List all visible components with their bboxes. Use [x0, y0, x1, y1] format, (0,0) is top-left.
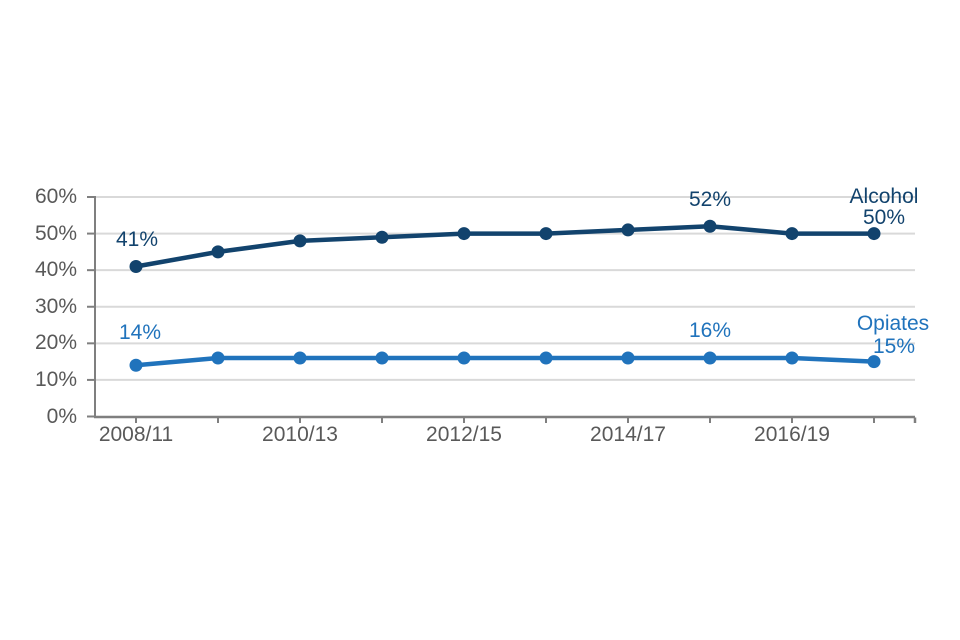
alcohol-data-point-marker [375, 230, 389, 244]
x-axis-tick-label: 2012/15 [426, 423, 502, 446]
alcohol-first-point-label: 41% [115, 228, 159, 251]
y-axis-tick-label: 40% [34, 258, 77, 282]
alcohol-data-point-marker [129, 260, 143, 274]
opiates-series-line [133, 355, 877, 368]
opiates-data-point-marker [621, 351, 635, 365]
alcohol-data-point-marker [457, 227, 471, 241]
alcohol-data-point-marker [211, 245, 225, 259]
opiates-data-point-marker [703, 351, 717, 365]
opiates-data-point-marker [867, 355, 881, 369]
x-axis-tick-label: 2010/13 [262, 423, 338, 446]
alcohol-data-point-marker [621, 223, 635, 237]
y-axis-tick-label: 50% [34, 221, 77, 245]
y-axis-tick-label: 10% [34, 367, 77, 391]
x-axis-tick-label: 2016/19 [754, 423, 830, 446]
y-axis-tick-label: 0% [46, 404, 77, 428]
opiates-peak-point-label: 16% [688, 319, 732, 342]
opiates-data-point-marker [293, 351, 307, 365]
y-axis-tick-label: 30% [34, 294, 77, 318]
alcohol-peak-point-label: 52% [688, 188, 732, 211]
opiates-data-point-marker [539, 351, 553, 365]
opiates-data-point-marker [129, 358, 143, 372]
opiates-data-point-marker [211, 351, 225, 365]
opiates-end-point-label: 15% [872, 335, 916, 358]
alcohol-data-point-marker [539, 227, 553, 241]
opiates-series-label: Opiates [856, 312, 930, 335]
alcohol-data-point-marker [867, 227, 881, 241]
x-axis-tick-label: 2008/11 [98, 423, 174, 446]
alcohol-data-point-marker [785, 227, 799, 241]
alcohol-data-point-marker [703, 219, 717, 233]
opiates-first-point-label: 14% [118, 321, 162, 344]
alcohol-end-point-label: 50% [862, 206, 906, 229]
opiates-data-point-marker [785, 351, 799, 365]
x-axis-tick-label: 2014/17 [590, 423, 666, 446]
y-axis-tick-label: 20% [34, 331, 77, 355]
alcohol-series-label: Alcohol [849, 185, 919, 208]
alcohol-data-point-marker [293, 234, 307, 248]
alcohol-series-line [133, 224, 877, 269]
opiates-data-point-marker [375, 351, 389, 365]
opiates-data-point-marker [457, 351, 471, 365]
y-axis-tick-label: 60% [34, 185, 77, 208]
